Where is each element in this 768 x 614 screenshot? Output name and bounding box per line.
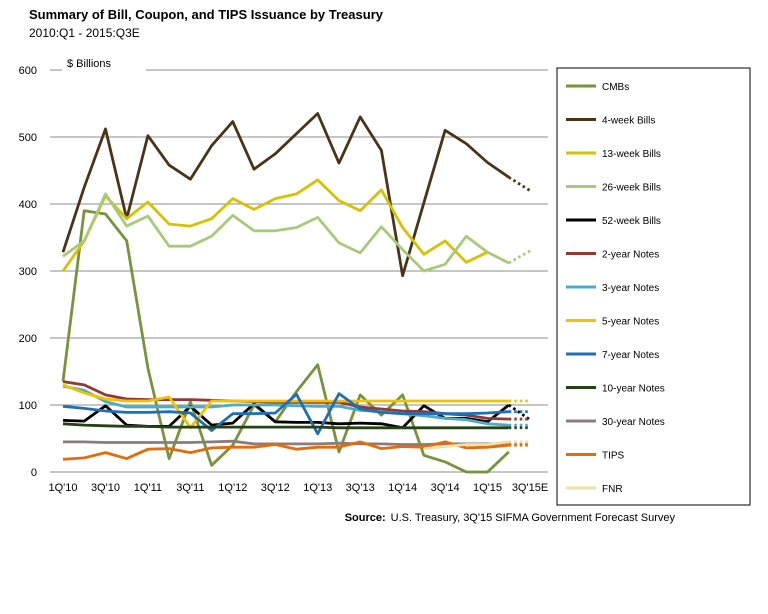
- x-axis-ticks: 1Q'10 3Q'10 1Q'11 3Q'11 1Q'12 3Q'12 1Q'13 3Q'13…: [48, 482, 548, 494]
- legend-label-8: 7-year Notes: [602, 350, 659, 361]
- series-line-2: [61, 178, 489, 272]
- legend-label-7: 5-year Notes: [602, 317, 659, 328]
- y-tick-label: 0: [31, 467, 37, 479]
- x-tick-label: 3Q'11: [176, 482, 204, 494]
- series-line-8: [62, 392, 509, 436]
- legend-label-12: FNR: [602, 484, 623, 495]
- series-line-12: [423, 440, 509, 450]
- source-label: Source:: [345, 512, 386, 524]
- y-tick-label: 400: [19, 199, 37, 211]
- source-note: Source: U.S. Treasury, 3Q'15 SIFMA Govern…: [345, 512, 676, 524]
- series-estimate-1: [508, 176, 531, 192]
- legend-label-5: 2-year Notes: [602, 250, 659, 261]
- legend-label-4: 52-week Bills: [602, 216, 661, 227]
- y-tick-label: 200: [19, 333, 37, 345]
- x-tick-label: 1Q'10: [48, 482, 77, 494]
- legend-label-3: 26-week Bills: [602, 183, 661, 194]
- chart-subtitle: 2010:Q1 - 2015:Q3E: [29, 26, 140, 40]
- y-tick-label: 500: [19, 132, 37, 144]
- x-tick-label: 3Q'12: [261, 482, 290, 494]
- x-tick-label: 3Q'10: [91, 482, 120, 494]
- y-axis-ticks: 0 100 200 300 400 500 600: [19, 65, 37, 479]
- legend-label-9: 10-year Notes: [602, 384, 665, 395]
- x-tick-label: 1Q'12: [218, 482, 247, 494]
- x-tick-label: 1Q'11: [134, 482, 162, 494]
- series-lines: [61, 112, 531, 474]
- legend: CMBs 4-week Bills 13-week Bills 26-week Bil…: [566, 82, 665, 495]
- x-tick-label: 3Q'13: [346, 482, 375, 494]
- legend-label-6: 3-year Notes: [602, 283, 659, 294]
- legend-label-10: 30-year Notes: [602, 417, 665, 428]
- source-text: U.S. Treasury, 3Q'15 SIFMA Government Fo…: [391, 512, 676, 524]
- legend-label-0: CMBs: [602, 82, 629, 93]
- legend-label-2: 13-week Bills: [602, 149, 661, 160]
- x-tick-label: 3Q'14: [431, 482, 460, 494]
- legend-label-1: 4-week Bills: [602, 116, 655, 127]
- ylabel-background: [62, 54, 146, 72]
- y-tick-label: 600: [19, 65, 37, 77]
- x-tick-label: 3Q'15E: [512, 482, 548, 494]
- series-estimate-3: [508, 249, 531, 265]
- series-line-11: [62, 440, 509, 461]
- x-tick-label: 1Q'14: [388, 482, 417, 494]
- series-line-7: [62, 383, 509, 430]
- y-axis-label: $ Billions: [67, 58, 112, 70]
- y-tick-label: 300: [19, 266, 37, 278]
- chart-title: Summary of Bill, Coupon, and TIPS Issuan…: [29, 7, 384, 22]
- series-line-1: [61, 112, 510, 278]
- legend-label-11: TIPS: [602, 451, 625, 462]
- series-line-3: [62, 192, 510, 273]
- y-tick-label: 100: [19, 400, 37, 412]
- series-line-0: [61, 209, 510, 474]
- x-tick-label: 1Q'15: [473, 482, 502, 494]
- series-estimate-4: [507, 403, 531, 421]
- series-line-9: [62, 422, 509, 430]
- x-tick-label: 1Q'13: [303, 482, 332, 494]
- series-line-6: [62, 384, 509, 427]
